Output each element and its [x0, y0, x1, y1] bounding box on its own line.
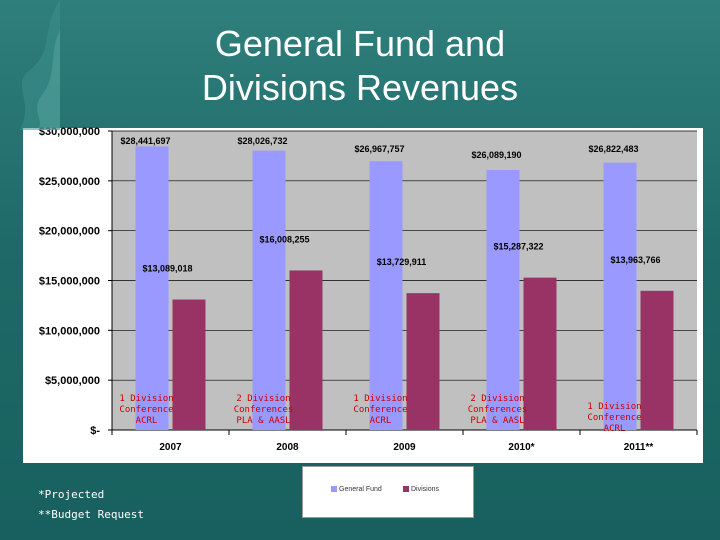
- bar-divisions: [406, 293, 440, 430]
- conference-annotation: Conference: [587, 413, 641, 423]
- conference-annotation: PLA & AASL: [470, 416, 524, 426]
- y-tick-label: $20,000,000: [39, 226, 100, 238]
- data-label-divisions: $13,089,018: [142, 264, 192, 274]
- data-label-general-fund: $26,089,190: [472, 150, 522, 160]
- data-label-divisions: $13,963,766: [610, 255, 660, 265]
- y-tick-label: $25,000,000: [39, 176, 100, 188]
- conference-annotation: Conferences: [234, 405, 294, 415]
- conference-annotation: 1 Division: [119, 394, 173, 404]
- footnotes: *Projected **Budget Request: [38, 488, 144, 528]
- x-tick-label: 2009: [393, 442, 416, 453]
- x-tick-label: 2011**: [624, 442, 654, 453]
- conference-annotation: ACRL: [604, 424, 626, 434]
- footnote-budget-request: **Budget Request: [38, 508, 144, 521]
- conference-annotation: PLA & AASL: [236, 416, 290, 426]
- y-tick-label: $5,000,000: [45, 375, 100, 387]
- data-label-divisions: $16,008,255: [259, 234, 309, 244]
- bar-general-fund: [603, 162, 637, 430]
- bar-general-fund: [369, 161, 403, 430]
- decorative-swirl: [20, 0, 60, 130]
- x-tick-label: 2008: [276, 442, 299, 453]
- bar-divisions: [640, 290, 674, 430]
- bar-divisions: [172, 299, 206, 430]
- legend-swatch-divisions: [403, 486, 409, 493]
- data-label-general-fund: $26,967,757: [355, 144, 405, 154]
- data-label-general-fund: $28,441,697: [121, 136, 171, 146]
- data-label-general-fund: $28,026,732: [238, 136, 288, 146]
- x-tick-label: 2010*: [508, 442, 534, 453]
- slide-title: General Fund and Divisions Revenues: [0, 22, 720, 110]
- footnote-projected: *Projected: [38, 488, 105, 501]
- conference-annotation: Conference: [353, 405, 407, 415]
- bar-divisions: [523, 277, 557, 430]
- conference-annotation: 1 Division: [587, 402, 641, 412]
- title-line-2: Divisions Revenues: [201, 67, 519, 108]
- x-tick-label: 2007: [159, 442, 182, 453]
- data-label-general-fund: $26,822,483: [589, 144, 639, 154]
- bar-general-fund: [252, 150, 286, 430]
- conference-annotation: 2 Division: [236, 394, 290, 404]
- conference-annotation: ACRL: [370, 416, 392, 426]
- conference-annotation: 1 Division: [353, 394, 407, 404]
- y-tick-label: $15,000,000: [39, 276, 100, 288]
- data-label-divisions: $15,287,322: [493, 242, 543, 252]
- bar-divisions: [289, 270, 323, 430]
- legend-label-divisions: Divisions: [411, 486, 440, 493]
- bar-general-fund: [486, 169, 520, 431]
- chart-legend: General Fund Divisions: [302, 466, 474, 518]
- legend-label-general-fund: General Fund: [339, 486, 382, 493]
- title-line-1: General Fund and: [214, 23, 506, 64]
- conference-annotation: 2 Division: [470, 394, 524, 404]
- bar-general-fund: [135, 146, 169, 431]
- y-tick-label: $10,000,000: [39, 325, 100, 337]
- conference-annotation: Conference: [119, 405, 173, 415]
- legend-item-divisions: Divisions: [403, 486, 439, 493]
- legend-item-general-fund: General Fund: [331, 486, 382, 493]
- conference-annotation: Conferences: [468, 405, 528, 415]
- conference-annotation: ACRL: [136, 416, 158, 426]
- y-tick-label: $-: [90, 425, 100, 437]
- legend-swatch-general-fund: [331, 486, 337, 493]
- data-label-divisions: $13,729,911: [377, 257, 427, 267]
